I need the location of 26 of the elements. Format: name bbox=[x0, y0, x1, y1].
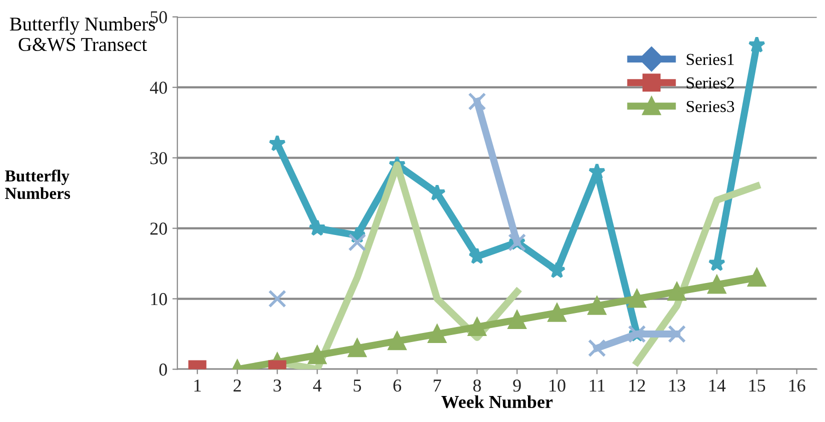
legend-label: Series2 bbox=[686, 77, 734, 89]
y-tick-label: 10 bbox=[151, 293, 167, 306]
x-tick-label: 10 bbox=[550, 379, 566, 392]
x-tick-label: 12 bbox=[629, 380, 645, 392]
x-tick-label: 7 bbox=[434, 380, 442, 392]
x-tick-label: 15 bbox=[749, 380, 766, 392]
y-tick-label: 20 bbox=[150, 222, 167, 235]
x-tick-label: 4 bbox=[313, 380, 322, 392]
x-tick-label: 14 bbox=[709, 380, 726, 392]
x-tick-label: 1 bbox=[194, 380, 201, 392]
x-tick-label: 3 bbox=[274, 380, 282, 392]
y-tick-label: 40 bbox=[150, 82, 167, 94]
legend-label: Series3 bbox=[686, 100, 734, 112]
x-tick-label: 16 bbox=[789, 380, 806, 392]
x-tick-label: 5 bbox=[354, 380, 362, 392]
x-tick-label: 8 bbox=[473, 379, 481, 392]
x-tick-label: 11 bbox=[590, 380, 605, 392]
y-tick-label: 0 bbox=[159, 364, 167, 376]
x-tick-label: 2 bbox=[234, 380, 241, 392]
y-axis-title: Butterfly Numbers bbox=[5, 170, 70, 200]
x-tick-label: 6 bbox=[393, 380, 402, 392]
legend-label: Series1 bbox=[686, 54, 734, 66]
x-axis-title: Week Number bbox=[441, 395, 553, 408]
y-tick-label: 30 bbox=[150, 152, 167, 164]
x-tick-label: 9 bbox=[513, 380, 521, 392]
x-tick-label: 13 bbox=[669, 380, 686, 392]
